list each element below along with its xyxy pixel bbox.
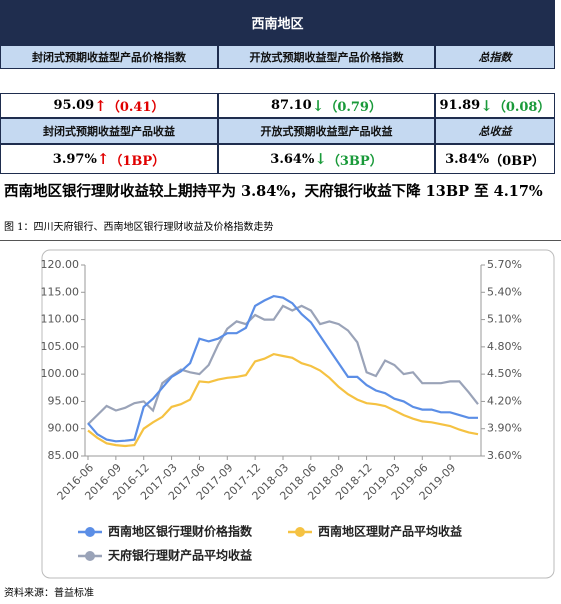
- arrow: ↑: [94, 96, 107, 115]
- legend-label: 西南地区银行理财价格指数: [108, 524, 253, 539]
- y2-tick-label: 5.40%: [487, 285, 522, 298]
- value-cell: 91.89 ↓ （0.08）: [435, 93, 555, 118]
- legend-label: 天府银行理财产品平均收益: [108, 548, 252, 563]
- legend-swatch: [85, 527, 95, 537]
- column-label: 总收益: [435, 118, 555, 144]
- change: （0.79）: [324, 100, 382, 115]
- column-label: 封闭式预期收益型产品收益: [0, 118, 218, 144]
- arrow: ↑: [96, 150, 110, 168]
- arrow: ↓: [314, 150, 327, 168]
- legend-swatch: [85, 551, 95, 561]
- column-label: 总指数: [435, 45, 555, 69]
- y2-tick-label: 3.90%: [487, 422, 522, 435]
- value: 95.09: [53, 98, 95, 113]
- y2-tick-label: 5.70%: [487, 258, 522, 271]
- y-tick-label: 95.00: [48, 394, 80, 407]
- y2-tick-label: 4.80%: [487, 340, 522, 353]
- value: 91.89: [439, 98, 481, 113]
- y-tick-label: 110.00: [41, 313, 80, 326]
- legend-swatch: [295, 527, 305, 537]
- y2-tick-label: 4.20%: [487, 394, 522, 407]
- series-line: [87, 304, 479, 425]
- change: （0BP）: [489, 153, 545, 169]
- value-cell: 3.84% （0BP）: [435, 144, 555, 174]
- value-cell: 95.09 ↑ （0.41）: [0, 93, 218, 118]
- y2-tick-label: 5.10%: [487, 313, 522, 326]
- arrow: ↓: [480, 96, 493, 115]
- y-tick-label: 85.00: [48, 449, 80, 462]
- caption: 图 1：四川天府银行、西南地区银行理财收益及价格指数走势: [4, 222, 274, 233]
- chart-frame: [41, 249, 555, 579]
- value: 87.10: [271, 98, 312, 113]
- rule: [0, 240, 561, 241]
- series-line: [87, 294, 478, 443]
- value-cell: 87.10 ↓ （0.79）: [218, 93, 435, 118]
- series-line: [87, 352, 479, 448]
- change: （3BP）: [326, 153, 383, 169]
- arrow: ↓: [311, 96, 325, 115]
- legend-label: 西南地区理财产品平均收益: [318, 524, 462, 539]
- change: （0.41）: [106, 100, 165, 115]
- value: 3.64%: [270, 151, 315, 167]
- column-label: 封闭式预期收益型产品价格指数: [0, 45, 218, 69]
- source: 资料来源：普益标准: [4, 588, 94, 599]
- y-tick-label: 115.00: [41, 285, 80, 298]
- y2-tick-label: 3.60%: [487, 449, 522, 462]
- y-tick-label: 105.00: [41, 340, 80, 353]
- y2-tick-label: 4.50%: [487, 367, 522, 380]
- value: 3.97%: [52, 151, 97, 167]
- change: （0.08）: [492, 100, 551, 115]
- y-tick-label: 100.00: [41, 367, 80, 380]
- change: （1BP）: [109, 153, 166, 169]
- value-cell: 3.64% ↓ （3BP）: [218, 144, 435, 174]
- y-tick-label: 120.00: [41, 258, 80, 271]
- table-title: 西南地区: [0, 0, 555, 45]
- value-cell: 3.97% ↑ （1BP）: [0, 144, 218, 174]
- y-tick-label: 90.00: [48, 422, 80, 435]
- column-label: 开放式预期收益型产品价格指数: [218, 45, 435, 69]
- column-label: 开放式预期收益型产品收益: [218, 118, 435, 144]
- heading: 西南地区银行理财收益较上期持平为 3.84%，天府银行收益下降 13BP 至 4…: [4, 183, 543, 200]
- value: 3.84%: [445, 151, 490, 167]
